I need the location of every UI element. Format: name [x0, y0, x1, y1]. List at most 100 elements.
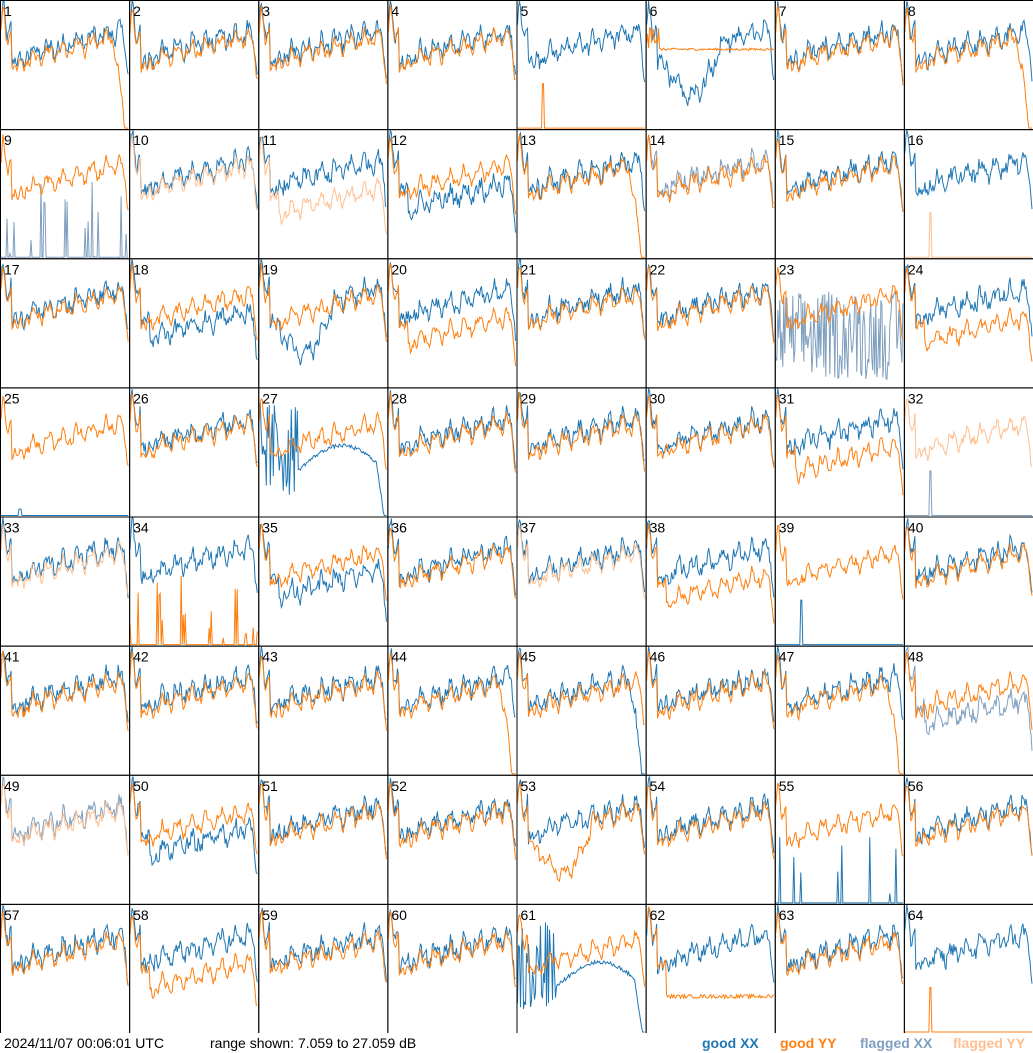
panel-border: [1, 775, 130, 904]
series-xx: [1, 182, 128, 257]
series-yy: [388, 911, 515, 987]
series-yy: [259, 910, 386, 982]
series-yy: [1, 525, 128, 594]
legend-good-xx: good XX: [702, 1033, 759, 1053]
panel-label: 50: [133, 778, 149, 794]
panel-label: 42: [133, 649, 149, 665]
panel: 5: [517, 1, 646, 130]
panel: 53: [517, 775, 646, 904]
panel: 26: [130, 388, 259, 517]
panel-border: [130, 130, 259, 259]
panel-border: [130, 388, 259, 517]
panel: 32: [904, 388, 1033, 517]
panel: 47: [775, 646, 904, 775]
series-yy: [388, 528, 515, 598]
panel: 46: [646, 646, 775, 775]
panel: 38: [646, 517, 775, 646]
panel-border: [1, 646, 130, 775]
series-yy: [647, 907, 774, 999]
panel: 7: [775, 1, 904, 130]
series-yy: [388, 783, 515, 860]
panel-label: 63: [779, 907, 795, 923]
panel-label: 55: [779, 778, 795, 794]
panel-label: 1: [4, 3, 12, 19]
panel: 58: [130, 904, 259, 1033]
panel-border: [775, 1, 904, 130]
panel-border: [517, 517, 646, 646]
panel: 55: [775, 775, 904, 904]
panel: 21: [517, 259, 646, 388]
series-xx: [647, 1, 774, 106]
panel: 43: [259, 646, 388, 775]
series-xx: [518, 922, 645, 1032]
panel-border: [904, 517, 1033, 646]
series-yy: [518, 84, 645, 129]
range-label: range shown: 7.059 to 27.059 dB: [210, 1033, 416, 1053]
series-xx: [518, 648, 645, 774]
series-xx: [1, 509, 128, 515]
panel: 14: [646, 130, 775, 259]
panel-border: [517, 259, 646, 388]
panel: 56: [904, 775, 1033, 904]
panel-label: 62: [650, 907, 666, 923]
panel-border: [1, 904, 130, 1033]
panel-border: [904, 130, 1033, 259]
panel-label: 15: [779, 132, 795, 148]
series-xx: [905, 1, 1032, 81]
panel-label: 37: [521, 520, 537, 536]
panel-border: [388, 904, 517, 1033]
series-xx: [905, 647, 1032, 751]
series-yy: [647, 786, 774, 859]
panel: 61: [517, 904, 646, 1033]
panel-label: 57: [4, 907, 20, 923]
series-yy: [130, 134, 257, 210]
panel-label: 21: [521, 261, 537, 277]
panel-label: 5: [521, 3, 529, 19]
series-yy: [776, 913, 903, 984]
panel-label: 10: [133, 132, 149, 148]
panel: 6: [646, 1, 775, 130]
panel-label: 43: [262, 649, 278, 665]
panel-border: [517, 130, 646, 259]
legend-flagged-yy: flagged YY: [953, 1033, 1025, 1053]
panel-label: 17: [4, 261, 20, 277]
panel: 22: [646, 259, 775, 388]
panel: 4: [388, 1, 517, 130]
panel: 57: [1, 904, 130, 1033]
panel: 20: [388, 259, 517, 388]
panel-border: [130, 646, 259, 775]
panel-label: 40: [908, 520, 924, 536]
series-yy: [518, 392, 645, 472]
panel: 9: [1, 130, 130, 259]
series-yy: [776, 525, 903, 599]
panel-label: 49: [4, 778, 20, 794]
panel: 63: [775, 904, 904, 1033]
panel-label: 12: [391, 132, 407, 148]
series-yy: [905, 399, 1032, 467]
panel: 45: [517, 646, 646, 775]
panel-border: [646, 388, 775, 517]
series-yy: [776, 394, 903, 495]
panel: 16: [904, 130, 1033, 259]
panel: 23: [775, 259, 904, 388]
panel-label: 52: [391, 778, 407, 794]
panel-border: [259, 646, 388, 775]
panel-border: [259, 904, 388, 1033]
series-yy: [259, 656, 386, 731]
series-xx: [259, 524, 386, 621]
panel: 29: [517, 388, 646, 517]
series-yy: [518, 268, 645, 339]
panel-border: [775, 259, 904, 388]
panel-label: 30: [650, 390, 666, 406]
panel-label: 58: [133, 907, 149, 923]
panel: 49: [1, 775, 130, 904]
panel-label: 27: [262, 390, 278, 406]
series-xx: [905, 130, 1032, 209]
series-xx: [259, 402, 386, 515]
series-xx: [259, 908, 386, 983]
series-yy: [1, 783, 128, 856]
panel: 64: [904, 904, 1033, 1033]
panel-label: 54: [650, 778, 666, 794]
panel: 10: [130, 130, 259, 259]
panel: 11: [259, 130, 388, 259]
